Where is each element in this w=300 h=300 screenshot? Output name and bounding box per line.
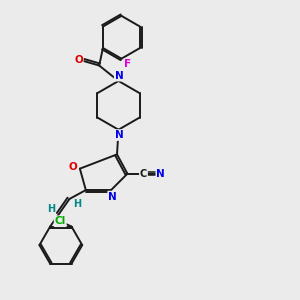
Text: O: O bbox=[74, 55, 83, 64]
Text: N: N bbox=[108, 192, 117, 202]
Text: N: N bbox=[115, 130, 124, 140]
Text: N: N bbox=[115, 70, 124, 81]
Text: F: F bbox=[124, 59, 132, 69]
Text: H: H bbox=[47, 204, 55, 214]
Text: O: O bbox=[69, 162, 78, 172]
Text: Cl: Cl bbox=[55, 216, 66, 226]
Text: H: H bbox=[73, 200, 81, 209]
Text: N: N bbox=[156, 169, 165, 179]
Text: C: C bbox=[140, 169, 147, 179]
